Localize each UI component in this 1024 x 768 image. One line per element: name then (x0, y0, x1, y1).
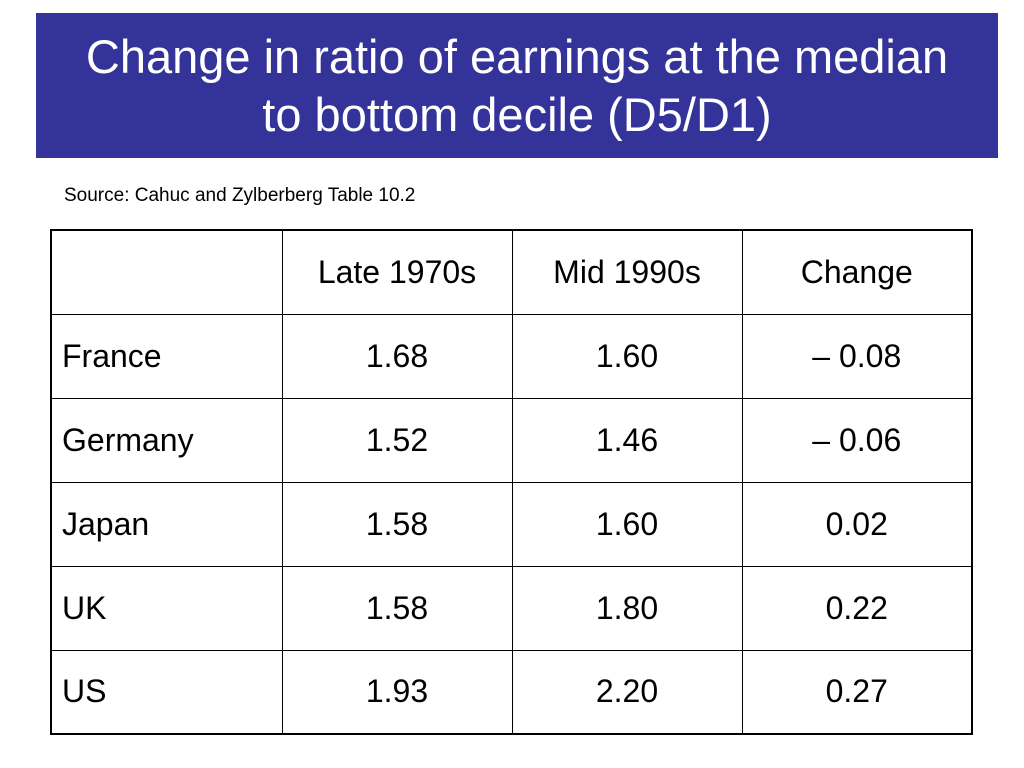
late-1970s-cell: 1.68 (281, 313, 513, 399)
table-row: Germany 1.52 1.46 – 0.06 (50, 397, 973, 483)
table-row: UK 1.58 1.80 0.22 (50, 565, 973, 651)
mid-1990s-cell: 2.20 (511, 649, 743, 735)
header-cell-late-1970s: Late 1970s (281, 229, 513, 315)
country-cell: UK (50, 565, 283, 651)
title-banner: Change in ratio of earnings at the media… (36, 13, 998, 158)
late-1970s-cell: 1.52 (281, 397, 513, 483)
header-cell-change: Change (741, 229, 973, 315)
late-1970s-cell: 1.58 (281, 565, 513, 651)
table-header-row: Late 1970s Mid 1990s Change (50, 229, 973, 315)
earnings-ratio-table: Late 1970s Mid 1990s Change France 1.68 … (50, 229, 973, 735)
change-cell: – 0.08 (741, 313, 973, 399)
table-row: Japan 1.58 1.60 0.02 (50, 481, 973, 567)
country-cell: France (50, 313, 283, 399)
slide-title: Change in ratio of earnings at the media… (85, 29, 949, 141)
mid-1990s-cell: 1.60 (511, 313, 743, 399)
late-1970s-cell: 1.58 (281, 481, 513, 567)
country-cell: Germany (50, 397, 283, 483)
header-cell-empty (50, 229, 283, 315)
mid-1990s-cell: 1.60 (511, 481, 743, 567)
source-citation: Source: Cahuc and Zylberberg Table 10.2 (64, 185, 416, 206)
change-cell: 0.27 (741, 649, 973, 735)
change-cell: 0.22 (741, 565, 973, 651)
change-cell: – 0.06 (741, 397, 973, 483)
change-cell: 0.02 (741, 481, 973, 567)
late-1970s-cell: 1.93 (281, 649, 513, 735)
country-cell: Japan (50, 481, 283, 567)
table-row: US 1.93 2.20 0.27 (50, 649, 973, 735)
table-row: France 1.68 1.60 – 0.08 (50, 313, 973, 399)
mid-1990s-cell: 1.80 (511, 565, 743, 651)
country-cell: US (50, 649, 283, 735)
header-cell-mid-1990s: Mid 1990s (511, 229, 743, 315)
mid-1990s-cell: 1.46 (511, 397, 743, 483)
